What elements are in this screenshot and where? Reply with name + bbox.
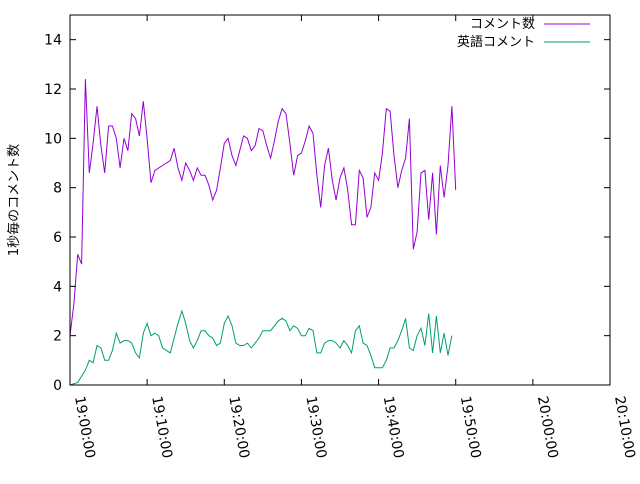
legend: コメント数 英語コメント [457,17,590,50]
series-layer [69,79,457,386]
y-tick-label: 2 [53,329,62,345]
legend-label-1: 英語コメント [457,34,535,50]
y-tick-label: 0 [53,378,62,394]
y-tick-label: 8 [53,181,62,197]
plot-frame [69,14,611,386]
y-tick-label: 4 [53,279,62,295]
y-tick-label: 14 [44,33,62,49]
legend-label-0: コメント数 [470,17,535,32]
series-line-1 [69,309,453,386]
y-axis-label: 1秒毎のコメント数 [6,144,22,256]
y-tick-label: 10 [44,131,62,147]
y-tick-label: 6 [53,230,62,246]
series-line-0 [69,79,457,336]
y-tick-label: 12 [44,82,62,98]
